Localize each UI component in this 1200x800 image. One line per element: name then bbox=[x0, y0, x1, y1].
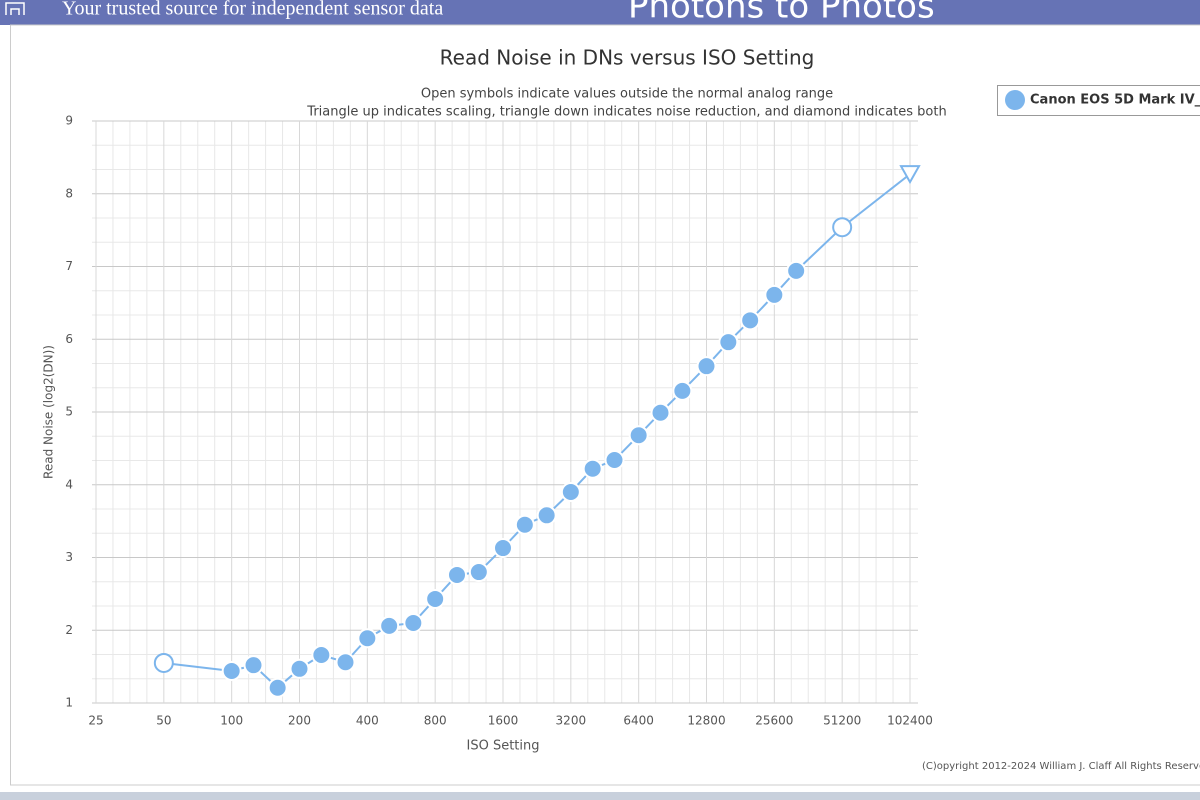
header-bar bbox=[0, 0, 1200, 25]
data-point bbox=[582, 458, 603, 479]
x-tick-label: 800 bbox=[424, 714, 447, 728]
data-point bbox=[672, 380, 693, 401]
x-tick-label: 1600 bbox=[488, 714, 519, 728]
menu-icon[interactable]: ⋮ bbox=[1192, 52, 1200, 73]
data-point bbox=[468, 562, 489, 583]
copyright: (C)opyright 2012-2024 William J. Claff A… bbox=[922, 761, 1200, 772]
chart-subtitle: Triangle up indicates scaling, triangle … bbox=[306, 105, 946, 120]
data-point bbox=[221, 660, 242, 681]
data-point bbox=[696, 356, 717, 377]
data-point bbox=[357, 628, 378, 649]
legend-label: Canon EOS 5D Mark IV_1 bbox=[1030, 93, 1200, 108]
x-tick-label: 200 bbox=[288, 714, 311, 728]
x-tick-label: 25600 bbox=[755, 714, 793, 728]
data-point bbox=[243, 655, 264, 676]
y-tick-label: 3 bbox=[65, 550, 73, 564]
data-point bbox=[153, 652, 174, 673]
y-tick-label: 7 bbox=[65, 259, 73, 273]
data-point bbox=[335, 652, 356, 673]
y-tick-label: 5 bbox=[65, 405, 73, 419]
x-tick-label: 100 bbox=[220, 714, 243, 728]
data-point bbox=[536, 505, 557, 526]
data-point bbox=[650, 402, 671, 423]
x-tick-label: 102400 bbox=[887, 714, 933, 728]
data-point bbox=[493, 538, 513, 559]
chart-title: Read Noise in DNs versus ISO Setting bbox=[440, 46, 815, 70]
chart-subtitle: Open symbols indicate values outside the… bbox=[421, 87, 833, 102]
y-axis-label: Read Noise (log2(DN)) bbox=[42, 345, 56, 479]
data-point bbox=[379, 615, 400, 636]
data-point bbox=[604, 450, 625, 471]
x-axis-label: ISO Setting bbox=[467, 739, 540, 754]
x-tick-label: 400 bbox=[356, 714, 379, 728]
y-tick-label: 8 bbox=[65, 186, 73, 200]
legend-marker bbox=[1005, 90, 1025, 110]
data-point bbox=[740, 310, 761, 331]
y-tick-label: 9 bbox=[65, 114, 73, 128]
logo bbox=[5, 2, 25, 15]
x-tick-label: 3200 bbox=[556, 714, 587, 728]
data-point bbox=[447, 564, 468, 585]
data-point bbox=[514, 514, 535, 535]
tagline: Your trusted source for independent sens… bbox=[62, 0, 443, 20]
data-point bbox=[289, 658, 310, 679]
x-tick-label: 6400 bbox=[623, 714, 654, 728]
data-point bbox=[899, 165, 921, 185]
data-point bbox=[311, 644, 332, 665]
data-point bbox=[832, 217, 853, 238]
data-point bbox=[267, 677, 288, 698]
taskbar bbox=[0, 792, 1200, 800]
data-point bbox=[403, 612, 424, 633]
data-point bbox=[628, 425, 649, 446]
x-tick-label: 50 bbox=[156, 714, 171, 728]
data-point bbox=[786, 260, 807, 281]
y-tick-label: 6 bbox=[65, 332, 73, 346]
data-point bbox=[425, 588, 446, 609]
x-tick-label: 51200 bbox=[823, 714, 861, 728]
y-tick-label: 1 bbox=[65, 696, 73, 710]
legend[interactable] bbox=[997, 85, 1200, 116]
data-point bbox=[560, 482, 581, 503]
x-tick-label: 12800 bbox=[687, 714, 725, 728]
data-point bbox=[718, 332, 739, 353]
y-tick-label: 2 bbox=[65, 623, 73, 637]
data-point bbox=[764, 284, 785, 305]
x-tick-label: 25 bbox=[88, 714, 103, 728]
y-tick-label: 4 bbox=[65, 477, 73, 491]
site-title: Photons to Photos bbox=[628, 0, 935, 27]
